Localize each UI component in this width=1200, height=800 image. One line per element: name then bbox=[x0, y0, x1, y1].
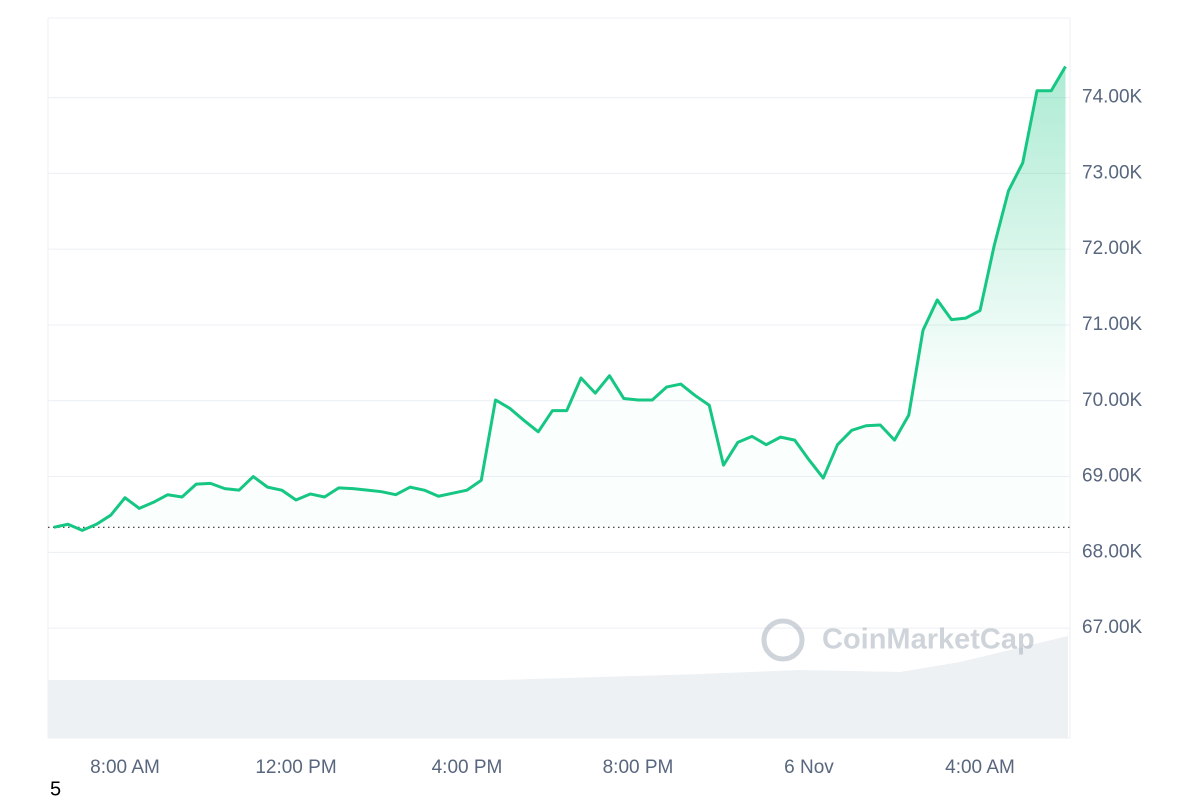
watermark: CoinMarketCap bbox=[761, 618, 1035, 662]
y-tick-label: 69.00K bbox=[1082, 466, 1143, 487]
x-tick-label: 8:00 PM bbox=[603, 757, 674, 778]
corner-label: 5 bbox=[50, 778, 61, 800]
y-tick-label: 68.00K bbox=[1082, 541, 1143, 562]
watermark-text: CoinMarketCap bbox=[822, 624, 1035, 656]
x-tick-label: 4:00 PM bbox=[432, 757, 503, 778]
x-tick-label: 12:00 PM bbox=[255, 757, 336, 778]
y-tick-label: 73.00K bbox=[1082, 162, 1143, 183]
y-tick-label: 74.00K bbox=[1082, 87, 1143, 108]
area bbox=[53, 66, 1066, 531]
x-tick-label: 8:00 AM bbox=[90, 757, 160, 778]
x-tick-label: 4:00 AM bbox=[945, 757, 1015, 778]
watermark-logo bbox=[761, 618, 805, 662]
volume-area bbox=[48, 636, 1068, 738]
y-tick-label: 72.00K bbox=[1082, 238, 1143, 259]
x-tick-label: 6 Nov bbox=[784, 757, 834, 778]
y-tick-label: 67.00K bbox=[1082, 617, 1143, 638]
price-line bbox=[53, 65, 1067, 532]
y-tick-label: 70.00K bbox=[1082, 390, 1143, 411]
y-tick-label: 71.00K bbox=[1082, 314, 1143, 335]
